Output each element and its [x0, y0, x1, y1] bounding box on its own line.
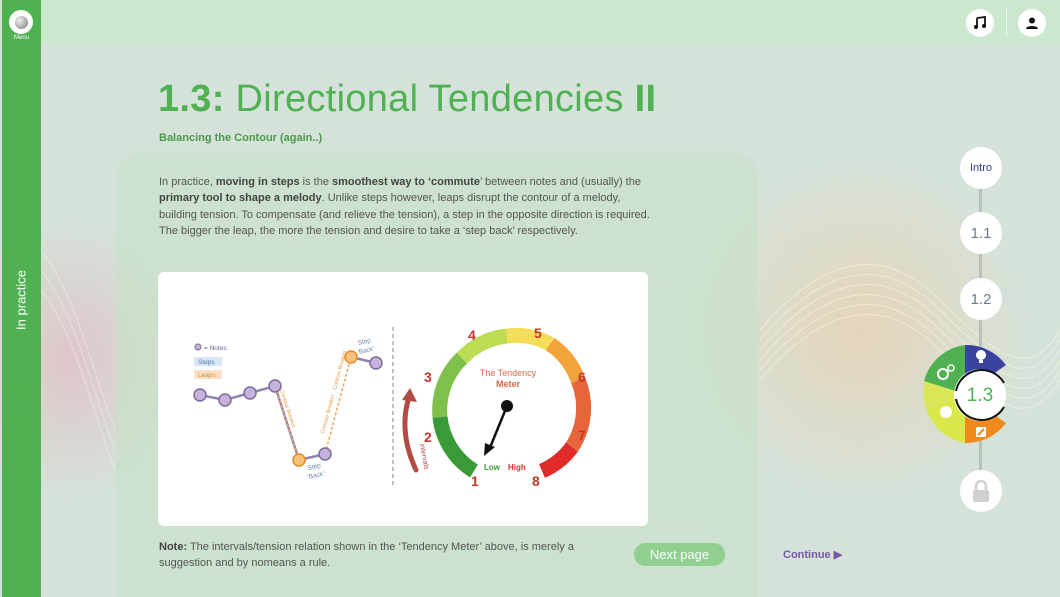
tendency-meter — [432, 327, 592, 478]
contour-breaker-label-3: Contour Breaker — [332, 350, 348, 391]
tendency-figure: = Notes Steps Leaps Step 'Back' Step 'Ba… — [158, 272, 648, 526]
meter-number-4: 4 — [468, 327, 476, 343]
meter-number-5: 5 — [534, 325, 542, 341]
header-divider — [1006, 8, 1007, 36]
user-icon — [1026, 17, 1038, 29]
menu-label: Menu — [13, 35, 29, 41]
continue-link[interactable]: Continue ▶ — [783, 549, 843, 561]
next-page-button[interactable]: Next page — [634, 543, 725, 566]
top-bar — [0, 0, 1060, 44]
footnote: Note: The intervals/tension relation sho… — [159, 541, 574, 569]
meter-title-2: Meter — [496, 379, 521, 389]
edit-icon — [976, 427, 986, 437]
head-icon — [940, 406, 952, 418]
lock-icon — [973, 480, 989, 502]
meter-high-label: High — [508, 463, 526, 472]
meter-number-2: 2 — [424, 429, 432, 445]
legend-steps-swatch — [194, 357, 222, 366]
meter-hub — [501, 400, 513, 412]
legend-leaps-swatch — [194, 370, 222, 379]
meter-low-label: Low — [484, 463, 501, 472]
profile-button[interactable] — [1018, 9, 1046, 37]
menu-icon — [14, 15, 28, 29]
contour-breaker-label-2: Contour Breaker — [320, 394, 336, 435]
meter-number-7: 7 — [578, 427, 586, 443]
current-lesson-label: 1.3 — [967, 385, 993, 406]
back-label-bottom: 'Back' — [307, 471, 325, 481]
meter-number-3: 3 — [424, 369, 432, 385]
left-sidebar — [2, 0, 41, 597]
progress-node-1-1[interactable]: 1.1 — [960, 212, 1002, 254]
meter-number-6: 6 — [578, 369, 586, 385]
progress-node-intro[interactable]: Intro — [960, 147, 1002, 189]
intervals-arrow — [402, 391, 419, 473]
meter-number-8: 8 — [532, 473, 540, 489]
intervals-label: intervals — [418, 443, 430, 470]
menu-button[interactable] — [9, 10, 33, 34]
bulb-icon — [976, 350, 986, 363]
legend-steps: Steps — [198, 359, 215, 366]
legend-leaps: Leaps — [198, 372, 216, 379]
progress-node-locked — [960, 470, 1002, 512]
meter-title-1: The Tendency — [480, 368, 537, 378]
progress-node-current[interactable]: 1.3 — [920, 341, 1010, 449]
intervals-arrow-head — [402, 388, 417, 402]
section-label: In practice — [13, 270, 29, 330]
progress-node-1-2[interactable]: 1.2 — [960, 278, 1002, 320]
meter-number-1: 1 — [471, 473, 479, 489]
meter-needle — [487, 405, 509, 451]
back-label-top: 'Back' — [357, 346, 375, 356]
progress-track — [979, 170, 982, 490]
gears-icon — [937, 364, 955, 380]
page-title: 1.3: Directional Tendencies II — [158, 78, 657, 120]
melody-contour — [193, 350, 383, 467]
legend-note-icon — [194, 343, 202, 351]
step-label-bottom: Step — [307, 462, 322, 472]
legend-notes: = Notes — [204, 345, 227, 352]
music-note-icon — [974, 16, 986, 29]
music-button[interactable] — [966, 9, 994, 37]
step-label-top: Step — [357, 337, 372, 347]
meter-needle-tip — [484, 443, 495, 456]
page-subtitle: Balancing the Contour (again..) — [159, 132, 323, 144]
intro-paragraph: In practice, moving in steps is the smoo… — [159, 176, 650, 238]
